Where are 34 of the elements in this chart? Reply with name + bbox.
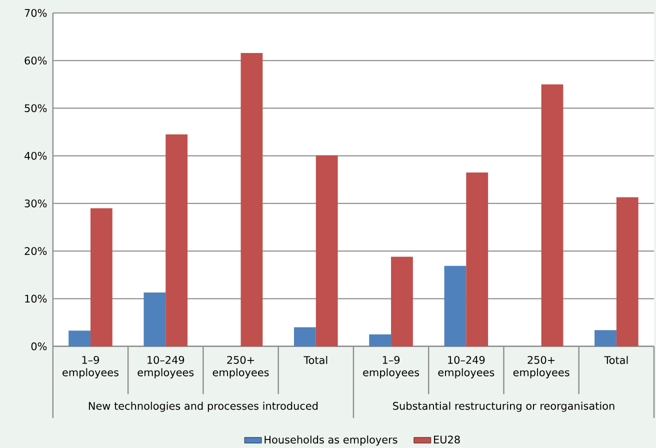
x-tick-label: Total	[604, 356, 628, 364]
y-tick-label: 40%	[24, 152, 47, 160]
bar	[294, 327, 316, 346]
bar	[444, 266, 466, 346]
x-tick-label: 10–249 employees	[138, 356, 194, 378]
bar	[541, 84, 564, 346]
x-tick-label: 1–9 employees	[363, 356, 420, 378]
x-tick-label: 1–9 employees	[62, 356, 118, 378]
bar	[594, 330, 616, 346]
y-tick-label: 10%	[25, 294, 47, 303]
text: New technologies and processes introduced	[88, 402, 318, 412]
text: Substantial restructuring or reorganisation	[393, 402, 614, 412]
bar	[369, 334, 392, 346]
y-tick-label: 60%	[24, 56, 47, 65]
x-tick-label: 250+ employees	[212, 356, 269, 378]
y-tick-label: 20%	[24, 247, 47, 256]
bar	[240, 53, 263, 346]
bar	[466, 172, 488, 346]
y-tick-label: 0%	[31, 342, 47, 350]
x-tick-label: 250+ employees	[513, 356, 570, 378]
y-tick-label: 70%	[24, 9, 47, 17]
x-tick-label: 10–249 employees	[438, 356, 494, 378]
bar	[391, 256, 413, 346]
bar	[166, 134, 188, 346]
y-tick-label: 50%	[24, 104, 47, 112]
x-tick-label: Total	[304, 356, 328, 364]
bar	[316, 155, 338, 346]
legend-label: Households as employers	[264, 436, 398, 446]
y-tick-label: 30%	[24, 200, 47, 208]
bar	[144, 292, 166, 346]
legend-label: EU28	[434, 436, 460, 444]
bar	[68, 330, 90, 346]
bar	[616, 197, 638, 346]
bar	[90, 208, 112, 346]
